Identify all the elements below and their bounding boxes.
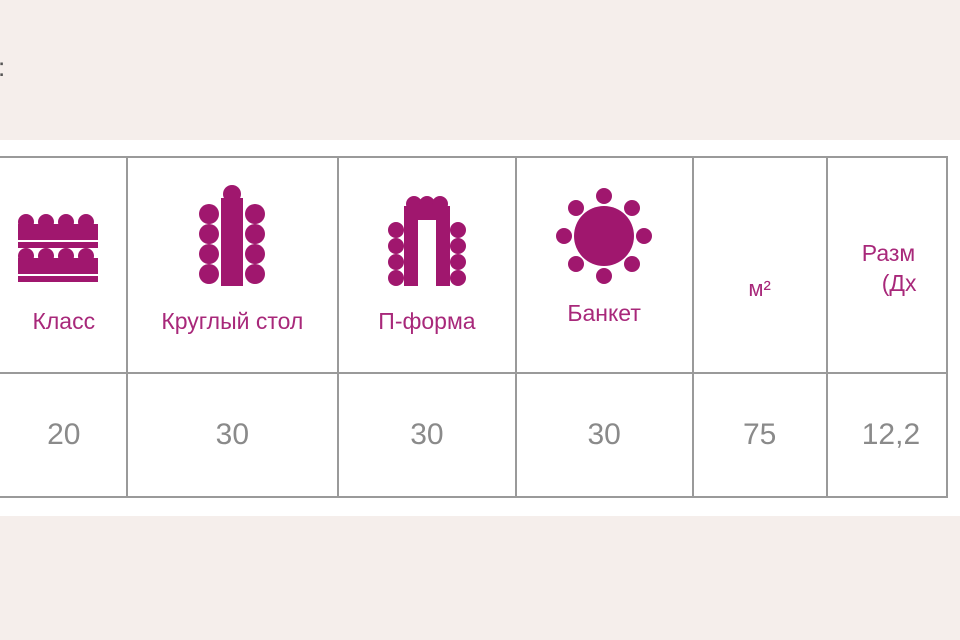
hall-capacity-table: Класс Круглый стол	[0, 156, 949, 498]
header-banquet: Банкет	[514, 156, 694, 374]
cell-round-table: 30	[125, 372, 340, 498]
u-shape-layout-icon	[339, 176, 515, 286]
header-label: Класс	[32, 308, 96, 334]
header-round-table: Круглый стол	[125, 156, 340, 374]
header-u-shape: П-форма	[337, 156, 517, 374]
cell-banquet: 30	[514, 372, 694, 498]
header-area: м²	[691, 156, 828, 374]
cell-area: 75	[691, 372, 828, 498]
cell-size: 12,2	[825, 372, 949, 498]
header-class: Класс	[0, 156, 128, 374]
header-label: м²	[748, 276, 771, 301]
header-label: Разм	[861, 240, 916, 266]
table-row: 20 30 30 30 75 12,2	[0, 372, 949, 498]
banquet-layout-icon	[517, 176, 692, 286]
table-header-row: Класс Круглый стол	[0, 156, 949, 374]
classroom-layout-icon	[0, 176, 126, 286]
header-label-line2: (Дх	[881, 270, 917, 296]
header-label: П-форма	[378, 308, 476, 334]
cell-class: 20	[0, 372, 128, 498]
cell-u-shape: 30	[337, 372, 517, 498]
top-text: :	[0, 52, 5, 83]
header-size: Разм (Дх	[825, 156, 949, 374]
round-table-layout-icon	[128, 176, 338, 286]
header-label: Банкет	[567, 300, 641, 326]
header-label: Круглый стол	[161, 308, 304, 334]
